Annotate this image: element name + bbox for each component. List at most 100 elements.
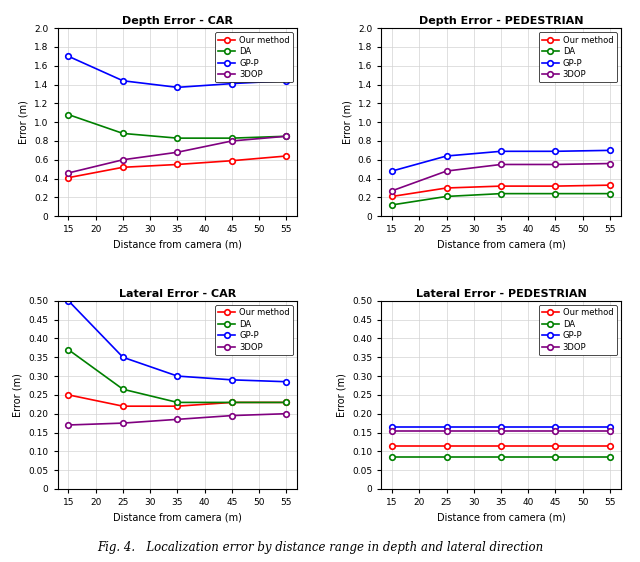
GP-P: [497, 148, 505, 155]
GP-P: [552, 424, 559, 430]
Line: Our method: Our method: [389, 183, 612, 199]
GP-P: [173, 373, 181, 379]
3DOP: [173, 416, 181, 423]
Line: GP-P: GP-P: [66, 53, 289, 90]
3DOP: [443, 427, 451, 434]
GP-P: [606, 147, 614, 154]
DA: [119, 386, 127, 393]
GP-P: [443, 153, 451, 160]
DA: [388, 202, 396, 209]
Line: DA: DA: [66, 112, 289, 141]
Line: GP-P: GP-P: [389, 148, 612, 174]
Our method: [443, 184, 451, 191]
Our method: [388, 442, 396, 449]
Our method: [497, 442, 505, 449]
3DOP: [497, 427, 505, 434]
Title: Lateral Error - PEDESTRIAN: Lateral Error - PEDESTRIAN: [415, 289, 586, 298]
3DOP: [228, 138, 236, 144]
Text: Fig. 4.   Localization error by distance range in depth and lateral direction: Fig. 4. Localization error by distance r…: [97, 541, 543, 554]
3DOP: [606, 160, 614, 167]
Title: Lateral Error - CAR: Lateral Error - CAR: [119, 289, 236, 298]
GP-P: [606, 424, 614, 430]
3DOP: [119, 420, 127, 427]
3DOP: [552, 427, 559, 434]
DA: [552, 454, 559, 460]
3DOP: [282, 133, 290, 139]
Legend: Our method, DA, GP-P, 3DOP: Our method, DA, GP-P, 3DOP: [215, 32, 293, 83]
Line: Our method: Our method: [66, 153, 289, 180]
GP-P: [228, 377, 236, 383]
Our method: [552, 183, 559, 189]
GP-P: [65, 53, 72, 60]
Our method: [119, 164, 127, 171]
DA: [497, 454, 505, 460]
Our method: [606, 442, 614, 449]
Legend: Our method, DA, GP-P, 3DOP: Our method, DA, GP-P, 3DOP: [538, 305, 616, 355]
3DOP: [173, 149, 181, 156]
DA: [443, 454, 451, 460]
Line: Our method: Our method: [389, 443, 612, 448]
DA: [282, 133, 290, 139]
DA: [282, 399, 290, 406]
Our method: [282, 399, 290, 406]
DA: [388, 454, 396, 460]
GP-P: [388, 424, 396, 430]
3DOP: [65, 170, 72, 176]
Legend: Our method, DA, GP-P, 3DOP: Our method, DA, GP-P, 3DOP: [215, 305, 293, 355]
Line: DA: DA: [389, 454, 612, 460]
DA: [119, 130, 127, 137]
DA: [65, 111, 72, 118]
DA: [443, 193, 451, 200]
3DOP: [228, 412, 236, 419]
Our method: [65, 392, 72, 398]
Title: Depth Error - CAR: Depth Error - CAR: [122, 16, 233, 26]
DA: [606, 191, 614, 197]
X-axis label: Distance from camera (m): Distance from camera (m): [436, 513, 565, 523]
3DOP: [65, 422, 72, 428]
GP-P: [119, 354, 127, 361]
Our method: [552, 442, 559, 449]
GP-P: [497, 424, 505, 430]
X-axis label: Distance from camera (m): Distance from camera (m): [436, 240, 565, 250]
DA: [228, 135, 236, 142]
X-axis label: Distance from camera (m): Distance from camera (m): [113, 240, 242, 250]
Our method: [228, 399, 236, 406]
Line: DA: DA: [389, 191, 612, 208]
Line: 3DOP: 3DOP: [389, 428, 612, 433]
DA: [173, 135, 181, 142]
DA: [497, 191, 505, 197]
GP-P: [282, 78, 290, 84]
Our method: [282, 153, 290, 160]
Title: Depth Error - PEDESTRIAN: Depth Error - PEDESTRIAN: [419, 16, 583, 26]
Line: 3DOP: 3DOP: [66, 411, 289, 428]
Our method: [173, 161, 181, 168]
3DOP: [497, 161, 505, 168]
GP-P: [173, 84, 181, 90]
Y-axis label: Error (m): Error (m): [13, 373, 23, 417]
3DOP: [552, 161, 559, 168]
3DOP: [606, 427, 614, 434]
Our method: [606, 182, 614, 188]
GP-P: [282, 378, 290, 385]
Line: Our method: Our method: [66, 392, 289, 409]
3DOP: [119, 156, 127, 163]
Our method: [228, 157, 236, 164]
GP-P: [552, 148, 559, 155]
Legend: Our method, DA, GP-P, 3DOP: Our method, DA, GP-P, 3DOP: [538, 32, 616, 83]
Line: 3DOP: 3DOP: [389, 161, 612, 193]
Our method: [497, 183, 505, 189]
X-axis label: Distance from camera (m): Distance from camera (m): [113, 513, 242, 523]
DA: [606, 454, 614, 460]
Our method: [173, 403, 181, 410]
Line: 3DOP: 3DOP: [66, 134, 289, 176]
Our method: [65, 174, 72, 181]
DA: [552, 191, 559, 197]
Line: GP-P: GP-P: [66, 298, 289, 384]
Y-axis label: Error (m): Error (m): [337, 373, 346, 417]
GP-P: [228, 80, 236, 87]
GP-P: [388, 167, 396, 174]
3DOP: [443, 167, 451, 174]
Line: DA: DA: [66, 347, 289, 405]
DA: [65, 346, 72, 353]
3DOP: [388, 188, 396, 194]
